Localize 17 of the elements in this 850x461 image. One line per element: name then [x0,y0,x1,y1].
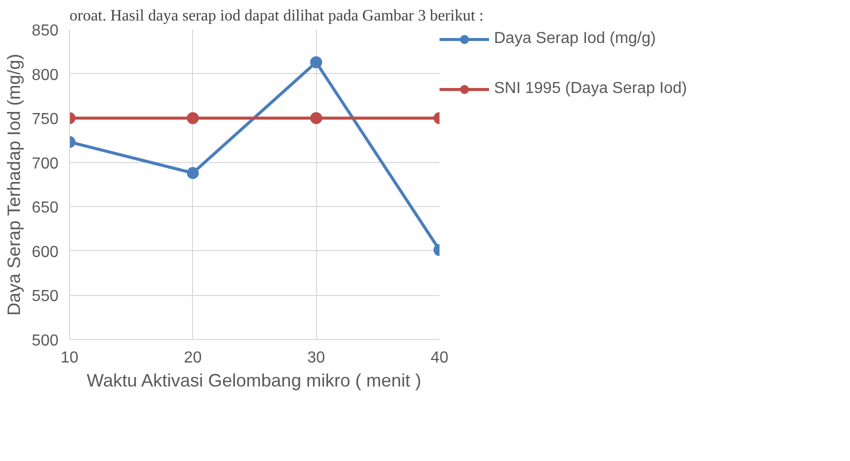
y-tick-label: 750 [32,111,59,128]
x-tick-label: 20 [184,350,202,366]
legend-label: SNI 1995 (Daya Serap Iod) [494,80,687,98]
y-tick-label: 550 [32,288,59,306]
y-tick-label: 500 [32,332,59,350]
x-tick-label: 30 [307,350,326,366]
y-tick-label: 800 [32,66,59,84]
y-axis-title: Daya Serap Terhadap Iod (mg/g) [4,54,24,316]
y-tick-label: 850 [32,22,59,40]
text: oroat. Hasil daya serap iod dapat dilihat pada Gambar 3 berikut : [70,8,484,24]
y-tick-label: 600 [32,244,59,261]
y-tick-label: 700 [32,155,59,172]
x-tick-label: 40 [430,350,448,366]
y-tick-label: 650 [32,200,59,217]
legend-label: Daya Serap Iod (mg/g) [494,30,656,48]
x-axis-title: Waktu Aktivasi Gelombang mikro ( menit ) [86,370,422,390]
x-tick-label: 10 [60,350,78,366]
